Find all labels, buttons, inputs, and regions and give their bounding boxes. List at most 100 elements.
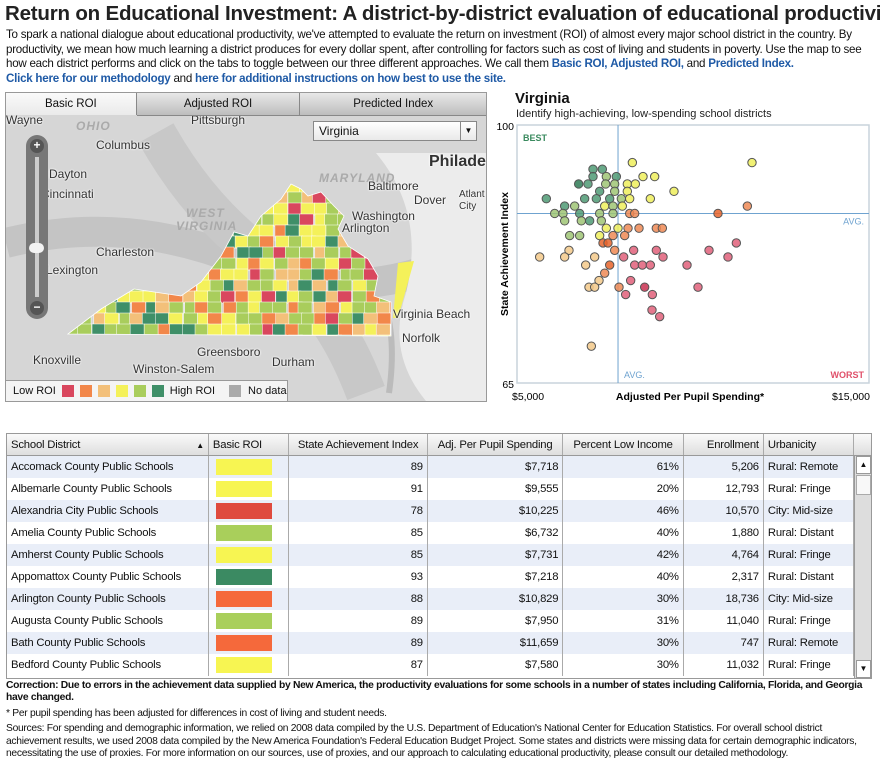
scatter-point[interactable] bbox=[609, 245, 620, 256]
scatter-point[interactable] bbox=[669, 186, 679, 197]
district-region[interactable] bbox=[260, 279, 275, 293]
district-region[interactable] bbox=[155, 334, 170, 347]
district-region[interactable] bbox=[131, 301, 146, 315]
basic-roi-link[interactable]: Basic ROI, bbox=[551, 57, 608, 71]
district-region[interactable] bbox=[117, 181, 132, 194]
scatter-point[interactable] bbox=[742, 201, 753, 211]
district-region[interactable] bbox=[129, 334, 145, 347]
scatter-point[interactable] bbox=[599, 201, 610, 211]
district-region[interactable] bbox=[142, 290, 158, 304]
scatter-point[interactable] bbox=[609, 186, 620, 197]
district-region[interactable] bbox=[235, 290, 250, 304]
district-region[interactable] bbox=[223, 301, 238, 315]
column-header-enrollment[interactable]: Enrollment bbox=[683, 434, 764, 456]
district-region[interactable] bbox=[363, 312, 378, 326]
district-region[interactable] bbox=[366, 235, 382, 249]
scatter-point[interactable] bbox=[629, 260, 640, 270]
sort-ascending-icon[interactable]: ▲ bbox=[196, 440, 204, 450]
district-region[interactable] bbox=[65, 202, 79, 216]
district-region[interactable] bbox=[103, 334, 119, 347]
district-region[interactable] bbox=[351, 235, 366, 249]
district-region[interactable] bbox=[220, 268, 235, 282]
district-region[interactable] bbox=[233, 279, 248, 293]
district-region[interactable] bbox=[352, 290, 367, 304]
district-region[interactable] bbox=[91, 181, 107, 194]
scatter-point[interactable] bbox=[580, 260, 591, 270]
district-region[interactable] bbox=[351, 257, 366, 271]
scroll-thumb[interactable] bbox=[856, 475, 871, 495]
district-region[interactable] bbox=[142, 279, 158, 293]
district-region[interactable] bbox=[338, 323, 353, 336]
district-region[interactable] bbox=[246, 202, 261, 216]
scatter-point[interactable] bbox=[704, 245, 714, 256]
district-region[interactable] bbox=[260, 334, 275, 347]
district-region[interactable] bbox=[389, 224, 404, 238]
district-region[interactable] bbox=[168, 301, 184, 315]
district-region[interactable] bbox=[261, 312, 277, 326]
scatter-point[interactable] bbox=[608, 230, 618, 241]
district-region[interactable] bbox=[324, 246, 339, 260]
district-region[interactable] bbox=[288, 312, 304, 326]
map-panel[interactable]: Basic ROI Adjusted ROI Predicted Index O… bbox=[5, 92, 487, 402]
column-header-low-income[interactable]: Percent Low Income bbox=[562, 434, 684, 456]
scatter-point[interactable] bbox=[559, 216, 570, 226]
district-region[interactable] bbox=[259, 301, 274, 315]
district-region[interactable] bbox=[349, 268, 365, 282]
district-region[interactable] bbox=[259, 268, 275, 282]
district-region[interactable] bbox=[272, 301, 287, 315]
scatter-point[interactable] bbox=[601, 223, 612, 233]
scatter-point[interactable] bbox=[682, 260, 692, 270]
scatter-point[interactable] bbox=[638, 171, 648, 182]
district-region[interactable] bbox=[207, 290, 222, 304]
district-region[interactable] bbox=[311, 235, 326, 249]
district-region[interactable] bbox=[311, 224, 327, 238]
scatter-point[interactable] bbox=[603, 238, 613, 248]
scatter-point[interactable] bbox=[564, 245, 574, 256]
district-region[interactable] bbox=[299, 213, 314, 227]
district-region[interactable] bbox=[76, 312, 92, 326]
district-region[interactable] bbox=[248, 246, 264, 260]
scatter-point[interactable] bbox=[596, 216, 607, 226]
scatter-point[interactable] bbox=[594, 275, 604, 286]
scatter-point[interactable] bbox=[639, 282, 650, 292]
scatter-point[interactable] bbox=[599, 268, 610, 278]
state-select[interactable]: Virginia ▼ bbox=[313, 121, 477, 141]
district-region[interactable] bbox=[106, 202, 121, 216]
scatter-point[interactable] bbox=[589, 252, 600, 262]
scatter-point[interactable] bbox=[647, 305, 657, 315]
district-region[interactable] bbox=[115, 301, 131, 315]
district-region[interactable] bbox=[235, 191, 250, 205]
scatter-point[interactable] bbox=[625, 275, 636, 286]
scatter-point[interactable] bbox=[589, 282, 600, 292]
district-region[interactable] bbox=[378, 235, 392, 249]
district-region[interactable] bbox=[261, 290, 276, 304]
district-region[interactable] bbox=[92, 290, 108, 304]
scatter-point[interactable] bbox=[634, 223, 644, 233]
district-region[interactable] bbox=[272, 334, 288, 347]
scatter-point[interactable] bbox=[588, 171, 598, 182]
district-region[interactable] bbox=[300, 202, 316, 216]
district-region[interactable] bbox=[155, 202, 170, 216]
scroll-up-icon[interactable]: ▲ bbox=[856, 456, 871, 474]
district-region[interactable] bbox=[169, 323, 184, 336]
district-region[interactable] bbox=[207, 323, 222, 336]
district-region[interactable] bbox=[249, 323, 264, 336]
district-region[interactable] bbox=[157, 279, 172, 293]
district-region[interactable] bbox=[128, 202, 144, 216]
district-region[interactable] bbox=[285, 246, 300, 260]
district-region[interactable] bbox=[79, 202, 95, 216]
district-region[interactable] bbox=[221, 257, 236, 271]
tab-basic-roi[interactable]: Basic ROI bbox=[6, 93, 137, 115]
tab-predicted-index[interactable]: Predicted Index bbox=[300, 93, 486, 116]
district-region[interactable] bbox=[275, 312, 290, 326]
column-header-roi[interactable]: Basic ROI bbox=[208, 434, 290, 456]
district-region[interactable] bbox=[376, 312, 391, 326]
district-region[interactable] bbox=[337, 279, 353, 293]
scatter-point[interactable] bbox=[559, 252, 570, 262]
scatter-point[interactable] bbox=[651, 245, 662, 256]
district-region[interactable] bbox=[298, 290, 313, 304]
district-region[interactable] bbox=[288, 334, 303, 347]
district-region[interactable] bbox=[194, 290, 209, 304]
scatter-point[interactable] bbox=[604, 260, 615, 270]
methodology-link[interactable]: Click here for our methodology bbox=[6, 72, 171, 86]
